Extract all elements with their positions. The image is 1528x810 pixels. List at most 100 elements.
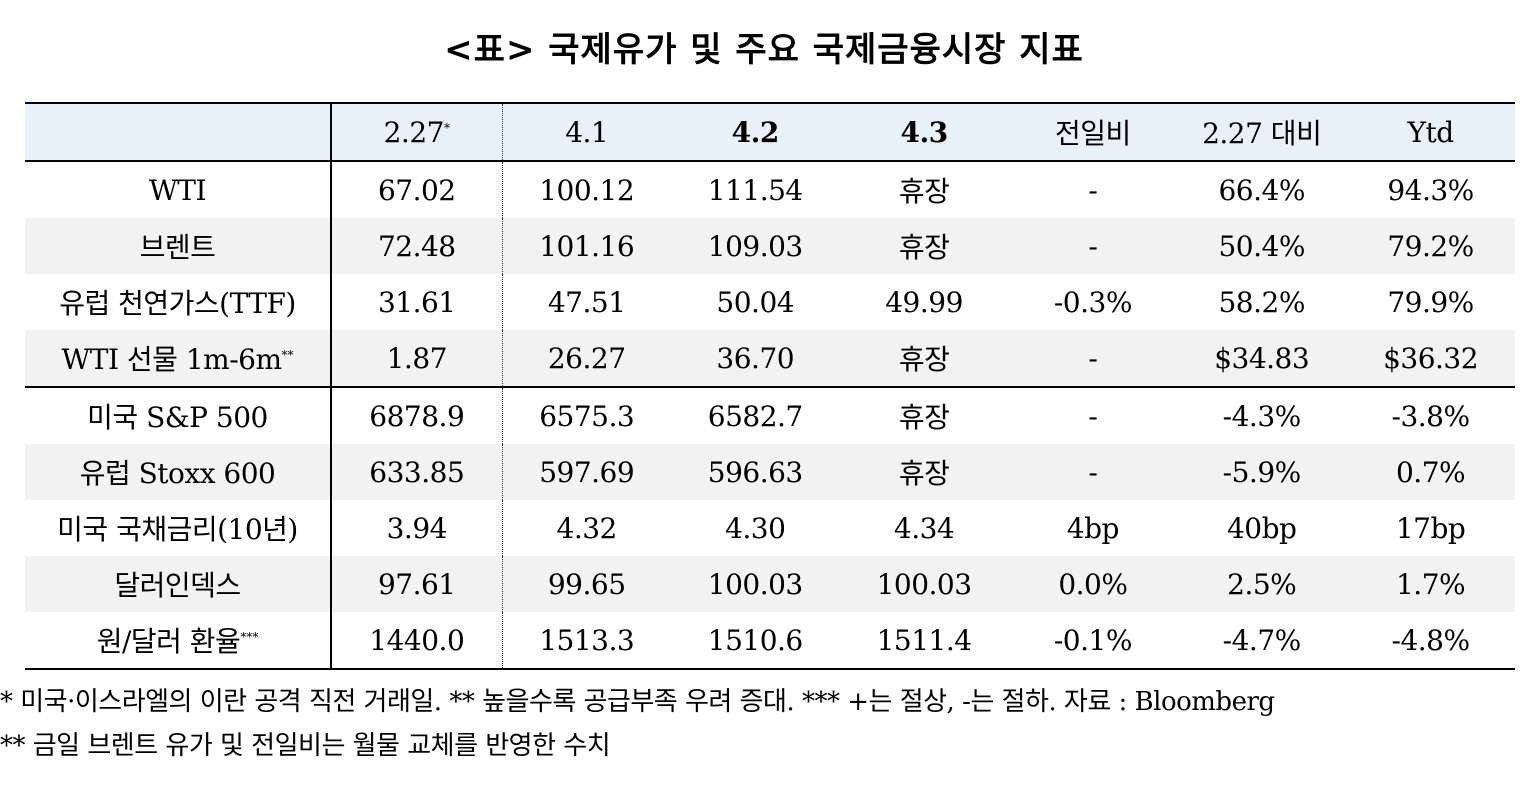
- table-cell: 31.61: [331, 274, 503, 330]
- table-cell: -: [1088, 455, 1098, 489]
- table-row: 미국 국채금리(10년) 3.94 4.32 4.30 4.34 4bp 40bp 17bp: [25, 500, 1515, 556]
- table-cell: -0.3%: [1053, 285, 1133, 319]
- row-label: WTI 선물 1m-6m: [61, 343, 283, 376]
- col-header-1: 4.1: [502, 102, 671, 162]
- row-label: 원/달러 환율: [96, 625, 241, 658]
- header-blank-cell: [25, 102, 333, 162]
- table-row: 미국 S&P 500 6878.9 6575.3 6582.7 휴장 - -4.3% -3.8…: [25, 387, 1515, 444]
- table-row: 달러인덱스 97.61 99.65 100.03 100.03 0.0% 2.5% 1.7%: [25, 556, 1515, 612]
- table-cell: 휴장: [898, 457, 950, 490]
- row-label: 유럽 Stoxx 600: [79, 457, 276, 490]
- table-cell: 97.61: [331, 556, 503, 612]
- table-cell: 17bp: [1395, 511, 1466, 545]
- table-cell: 1511.4: [839, 612, 1009, 670]
- table-row: WTI 선물 1m-6m** 1.87 26.27 36.70 휴장 - $34.83 $36…: [25, 330, 1515, 388]
- col-header-6: Ytd: [1346, 102, 1515, 162]
- table-cell: 1510.6: [670, 612, 840, 670]
- col-header-4: 전일비: [1008, 102, 1178, 162]
- table-cell: 26.27: [502, 330, 671, 388]
- table-cell: -5.9%: [1222, 455, 1302, 489]
- table-cell: 6582.7: [707, 399, 803, 433]
- table-cell: 휴장: [898, 175, 950, 208]
- table-cell: 72.48: [331, 218, 503, 274]
- col-header-label: 2.27: [383, 115, 445, 149]
- table-cell: 0.0%: [1058, 567, 1128, 601]
- row-label-cell: WTI 선물 1m-6m**: [25, 330, 333, 388]
- table-cell: 4.34: [893, 511, 955, 545]
- table-row: 유럽 천연가스(TTF) 31.61 47.51 50.04 49.99 -0.3% 58.…: [25, 274, 1515, 330]
- table-cell: $36.32: [1346, 330, 1515, 388]
- header-row: 2.27* 4.1 4.2 4.3 전일비 2.27 대비 Ytd: [25, 102, 1515, 162]
- table-cell: 49.99: [885, 285, 963, 319]
- table-cell: 50.4%: [1218, 229, 1305, 263]
- table-cell: 94.3%: [1387, 173, 1474, 207]
- table-cell: 99.65: [547, 567, 626, 601]
- table-cell: 66.4%: [1218, 173, 1305, 207]
- table-cell: 79.2%: [1387, 229, 1474, 263]
- table-cell: 1.7%: [1395, 567, 1466, 601]
- row-label-cell: 유럽 천연가스(TTF): [25, 274, 333, 330]
- table-cell: -: [1088, 399, 1098, 433]
- footnote-line: ** 금일 브렌트 유가 및 전일비는 월물 교체를 반영한 수치: [0, 731, 611, 761]
- row-label-cell: 브렌트: [25, 218, 333, 274]
- table-cell: 111.54: [707, 173, 803, 207]
- table-cell: -0.1%: [1008, 612, 1178, 670]
- table-cell: 1440.0: [331, 612, 503, 670]
- table-cell: 633.85: [331, 444, 503, 500]
- table-cell: 100.12: [539, 173, 635, 207]
- table-cell: -: [1008, 330, 1178, 388]
- footnote-marker: **: [281, 348, 294, 362]
- table-cell: 597.69: [539, 455, 635, 489]
- table-cell: 1.87: [331, 330, 503, 388]
- table-cell: 3.94: [331, 500, 503, 556]
- row-label: 브렌트: [139, 231, 216, 264]
- footnote-marker: ***: [240, 630, 259, 644]
- footnote-marker: *: [443, 120, 450, 135]
- table-cell: 100.03: [707, 567, 803, 601]
- table-cell: 4bp: [1066, 511, 1120, 545]
- row-label-cell: 미국 S&P 500: [25, 387, 333, 444]
- table-cell: 36.70: [670, 330, 840, 388]
- row-label: 달러인덱스: [114, 569, 241, 602]
- table-cell: 0.7%: [1395, 455, 1466, 489]
- table-cell: 79.9%: [1387, 285, 1474, 319]
- table-cell: -4.8%: [1346, 612, 1515, 670]
- row-label-cell: 달러인덱스: [25, 556, 333, 612]
- table-row: WTI 67.02 100.12 111.54 휴장 - 66.4% 94.3%: [25, 161, 1515, 218]
- table-cell: 휴장: [898, 231, 950, 264]
- table-cell: -: [1088, 229, 1098, 263]
- table-cell: 50.04: [716, 285, 795, 319]
- row-label: 미국 국채금리(10년): [57, 513, 298, 546]
- col-header-0: 2.27*: [331, 102, 503, 162]
- row-label-cell: 미국 국채금리(10년): [25, 500, 333, 556]
- row-label-cell: WTI: [25, 161, 333, 218]
- row-label: WTI: [149, 173, 207, 207]
- table-cell: 휴장: [839, 330, 1009, 388]
- table-cell: 47.51: [547, 285, 626, 319]
- col-header-3: 4.3: [839, 102, 1009, 162]
- table-cell: 6878.9: [331, 387, 503, 444]
- table-title: <표> 국제유가 및 주요 국제금융시장 지표: [444, 30, 1084, 70]
- footnote-line: * 미국·이스라엘의 이란 공격 직전 거래일. ** 높을수록 공급부족 우려…: [0, 687, 1275, 717]
- table-cell: -3.8%: [1391, 399, 1471, 433]
- table-cell: 596.63: [707, 455, 803, 489]
- table-cell: 101.16: [539, 229, 635, 263]
- table-cell: 109.03: [707, 229, 803, 263]
- footnotes: * 미국·이스라엘의 이란 공격 직전 거래일. ** 높을수록 공급부족 우려…: [0, 680, 1520, 768]
- table-cell: -4.7%: [1177, 612, 1347, 670]
- row-label: 유럽 천연가스(TTF): [59, 287, 296, 320]
- table-cell: 2.5%: [1227, 567, 1297, 601]
- table-cell: -: [1088, 173, 1098, 207]
- table-row: 원/달러 환율*** 1440.0 1513.3 1510.6 1511.4 -0.1% -…: [25, 612, 1515, 670]
- table-cell: 67.02: [331, 161, 503, 218]
- col-header-5: 2.27 대비: [1177, 102, 1347, 162]
- table-cell: 1513.3: [502, 612, 671, 670]
- table-cell: 40bp: [1226, 511, 1297, 545]
- table-cell: 휴장: [898, 401, 950, 434]
- table-cell: 58.2%: [1218, 285, 1305, 319]
- table-row: 유럽 Stoxx 600 633.85 597.69 596.63 휴장 - -5.9% 0.…: [25, 444, 1515, 500]
- row-label-cell: 원/달러 환율***: [25, 612, 333, 670]
- market-indicators-table: 2.27* 4.1 4.2 4.3 전일비 2.27 대비 Ytd WTI 67.…: [25, 102, 1515, 670]
- table-cell: 4.32: [556, 511, 618, 545]
- table-cell: 4.30: [725, 511, 786, 545]
